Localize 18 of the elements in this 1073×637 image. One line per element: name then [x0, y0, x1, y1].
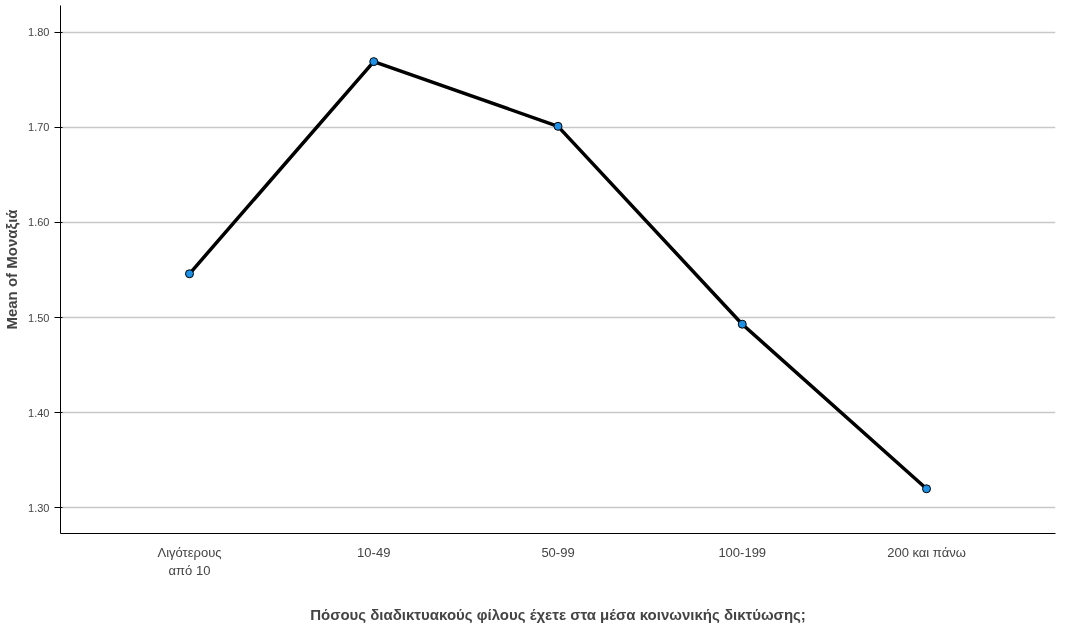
x-tick-label: 10-49: [357, 544, 391, 560]
point: [369, 57, 379, 67]
x-tick-label: 200 και πάνω: [887, 544, 966, 560]
x-axis-title: Πόσους διαδικτυακούς φίλους έχετε στα μέσα κοινωνικής δικτύωσης;: [310, 605, 806, 623]
y-tick-label: 1.30: [28, 501, 50, 514]
y-tick-label: 1.50: [28, 311, 50, 324]
x-tick-label: 50-99: [541, 544, 575, 560]
point: [553, 121, 563, 131]
point: [184, 269, 194, 279]
x-tick-label: 100-199: [718, 544, 767, 560]
point: [737, 319, 747, 329]
y-tick-label: 1.40: [28, 406, 50, 419]
y-tick-label: 1.70: [28, 121, 50, 134]
point: [922, 484, 932, 494]
x-tick-label: Λιγότερους από 10: [157, 544, 222, 578]
y-tick-label: 1.80: [28, 26, 50, 39]
y-axis-title: Mean of Μοναξιά: [3, 208, 21, 330]
y-tick-label: 1.60: [28, 216, 50, 229]
